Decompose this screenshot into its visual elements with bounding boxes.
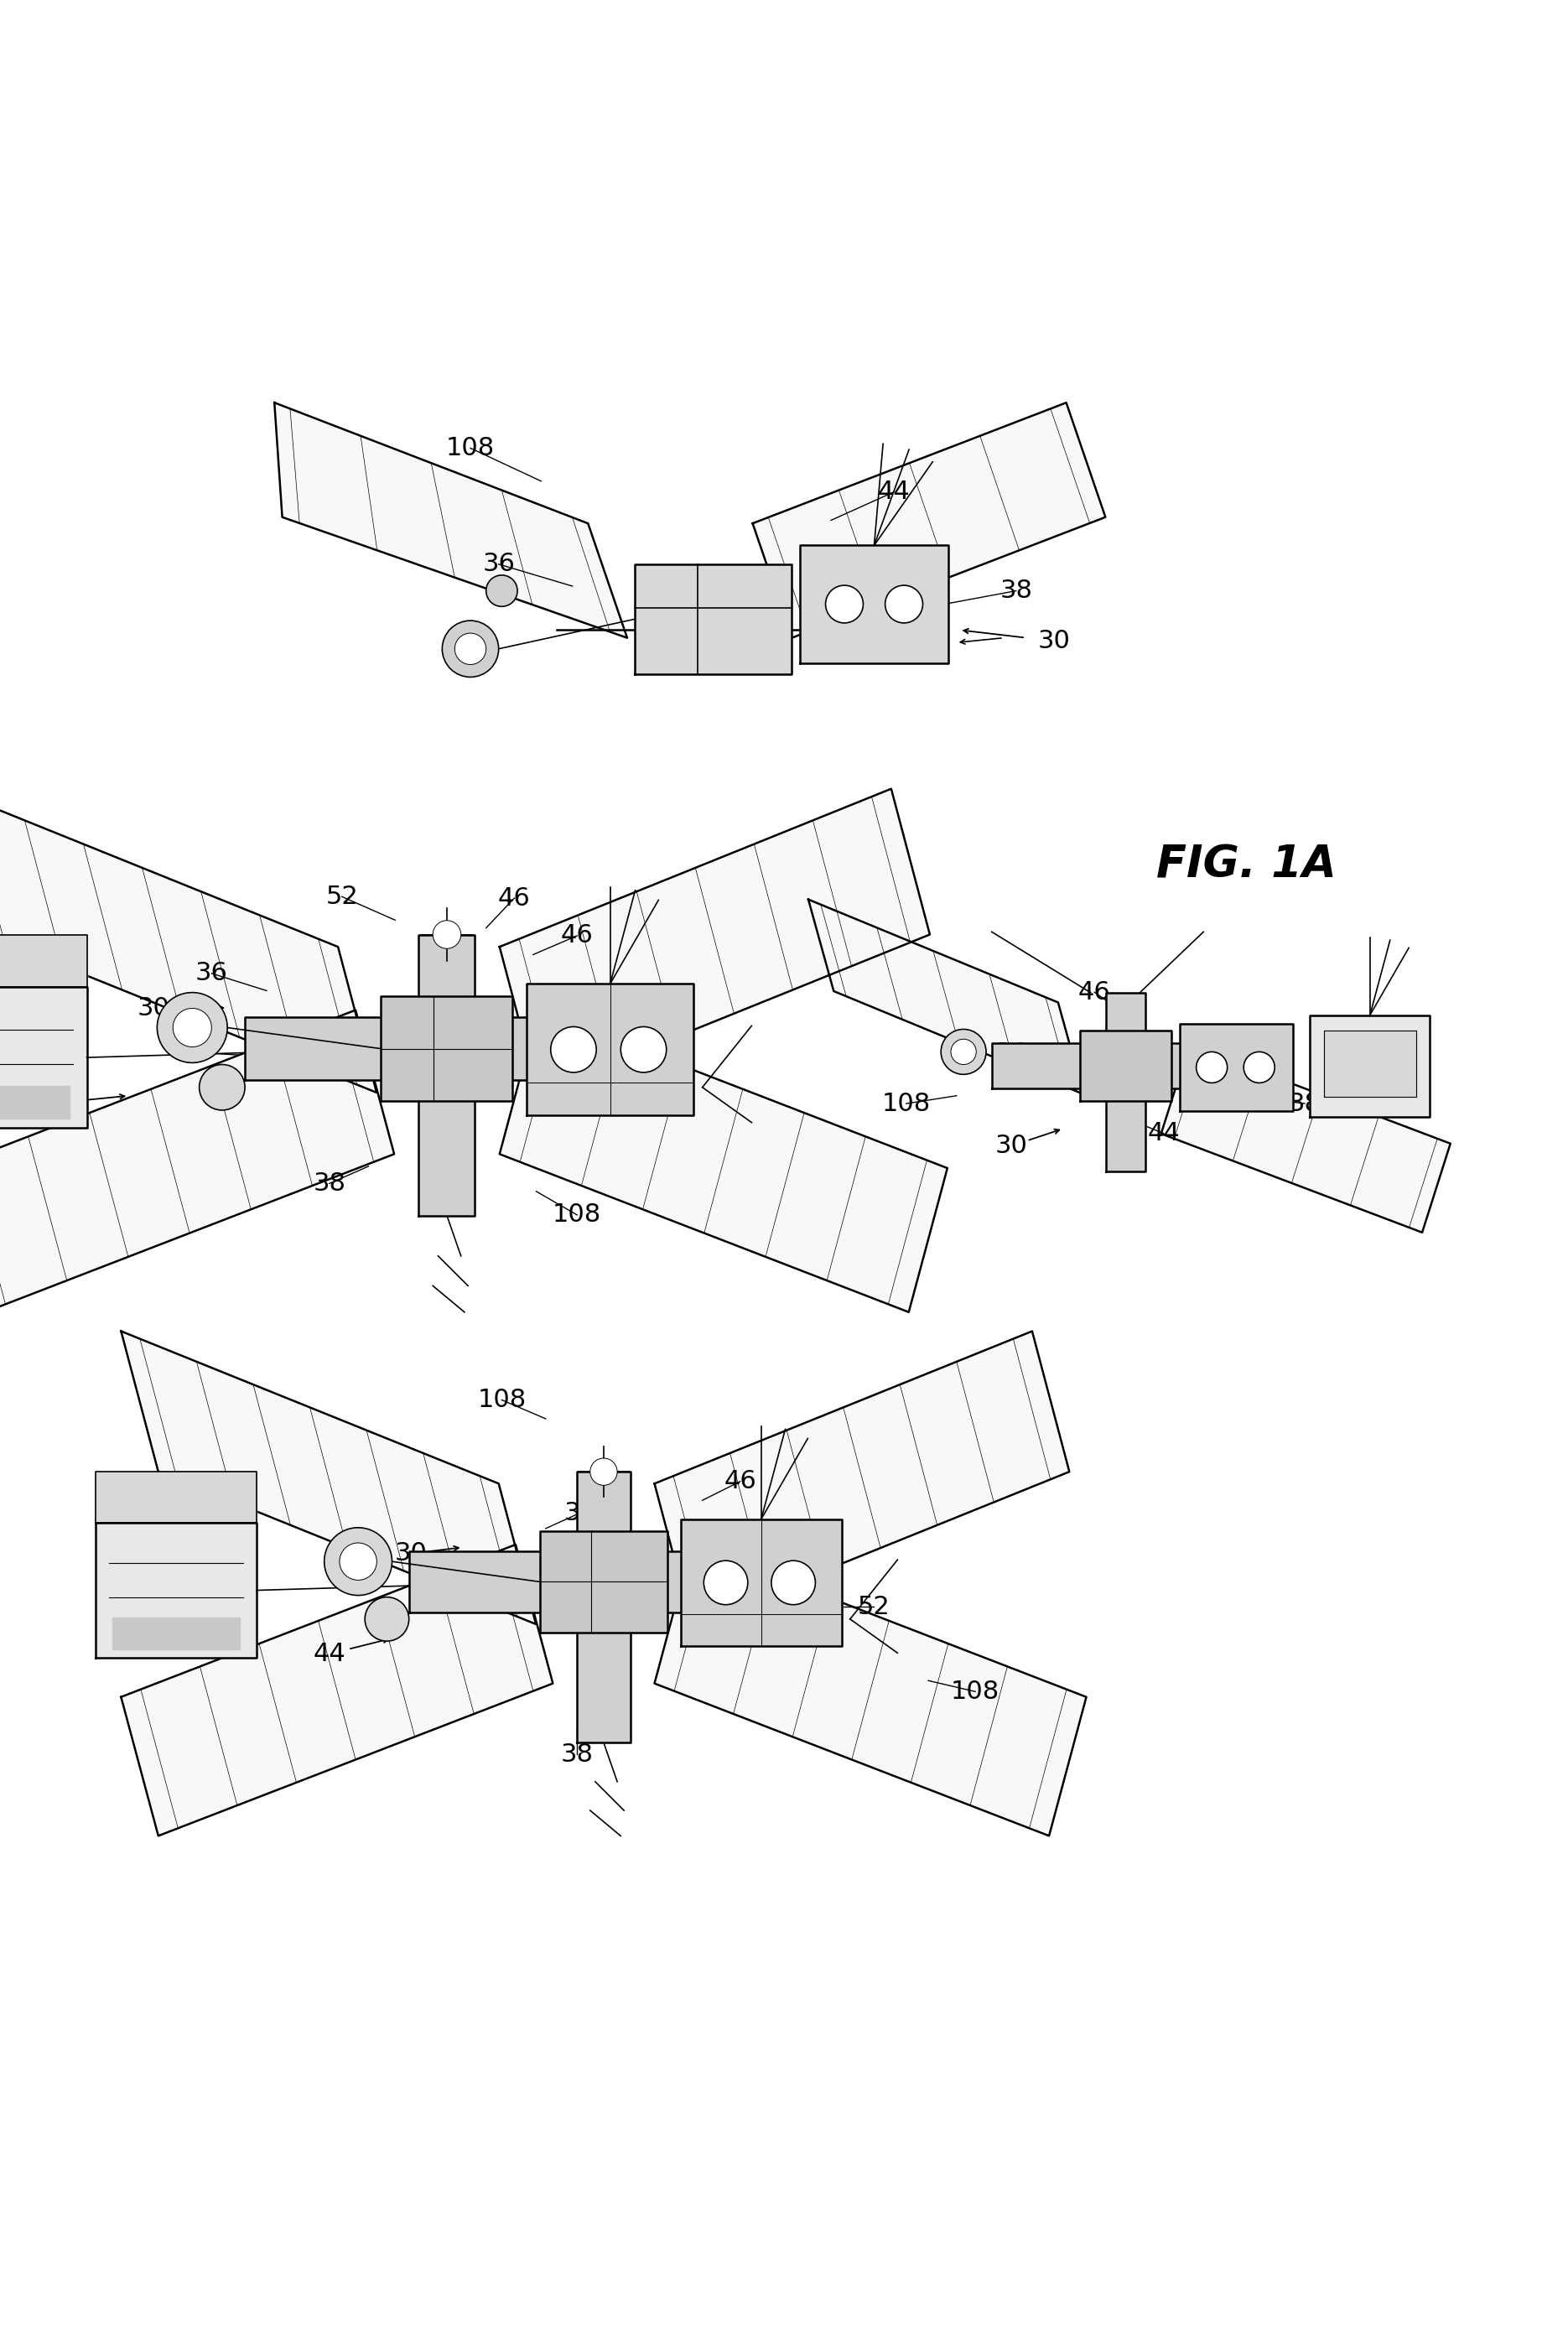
- Text: 42: 42: [169, 1040, 201, 1063]
- Text: 30: 30: [996, 1134, 1027, 1157]
- Polygon shape: [800, 546, 949, 663]
- Text: 108: 108: [552, 1204, 602, 1227]
- Circle shape: [325, 1527, 392, 1595]
- Circle shape: [550, 1026, 596, 1073]
- Polygon shape: [1160, 1045, 1450, 1232]
- Polygon shape: [96, 1471, 257, 1522]
- Polygon shape: [0, 934, 86, 988]
- Circle shape: [172, 1009, 212, 1047]
- Polygon shape: [1105, 993, 1146, 1171]
- Polygon shape: [409, 1550, 798, 1611]
- Circle shape: [704, 1560, 748, 1604]
- Circle shape: [157, 993, 227, 1063]
- Text: 36: 36: [196, 960, 227, 986]
- Text: 44: 44: [50, 1089, 82, 1115]
- Circle shape: [340, 1543, 376, 1581]
- Text: 108: 108: [881, 1091, 931, 1115]
- Polygon shape: [0, 1009, 394, 1312]
- Text: 36: 36: [483, 553, 514, 576]
- Polygon shape: [121, 1330, 536, 1623]
- Polygon shape: [539, 1532, 668, 1632]
- Polygon shape: [121, 1546, 554, 1836]
- Text: 38: 38: [1000, 578, 1032, 602]
- Polygon shape: [113, 1618, 240, 1649]
- Circle shape: [1243, 1052, 1275, 1082]
- Polygon shape: [1080, 1030, 1171, 1101]
- Text: 52: 52: [599, 1075, 630, 1101]
- Text: 108: 108: [950, 1679, 1000, 1703]
- Polygon shape: [96, 1522, 257, 1658]
- Text: 46: 46: [724, 1468, 756, 1494]
- Polygon shape: [1323, 1030, 1416, 1096]
- Text: 38: 38: [314, 1171, 345, 1197]
- Circle shape: [941, 1028, 986, 1075]
- Polygon shape: [0, 1087, 69, 1119]
- Polygon shape: [681, 1520, 842, 1646]
- Polygon shape: [809, 899, 1083, 1094]
- Circle shape: [455, 632, 486, 665]
- Circle shape: [433, 920, 461, 949]
- Circle shape: [486, 576, 517, 607]
- Text: 30: 30: [1038, 630, 1069, 653]
- Circle shape: [199, 1066, 245, 1110]
- Polygon shape: [245, 1016, 649, 1080]
- Circle shape: [825, 586, 862, 623]
- Polygon shape: [274, 403, 627, 637]
- Text: 38: 38: [561, 1742, 593, 1766]
- Polygon shape: [381, 995, 513, 1101]
- Circle shape: [621, 1026, 666, 1073]
- Polygon shape: [991, 1045, 1261, 1089]
- Circle shape: [442, 621, 499, 677]
- Text: 46: 46: [499, 885, 530, 911]
- Polygon shape: [527, 984, 693, 1115]
- Text: 108: 108: [445, 436, 495, 461]
- Text: 30: 30: [395, 1541, 426, 1567]
- Polygon shape: [654, 1330, 1069, 1623]
- Polygon shape: [635, 564, 792, 674]
- Circle shape: [590, 1459, 618, 1485]
- Text: 36: 36: [564, 1501, 596, 1525]
- Text: 46: 46: [561, 923, 593, 949]
- Polygon shape: [419, 934, 475, 1215]
- Polygon shape: [500, 1009, 947, 1312]
- Polygon shape: [1181, 1023, 1294, 1110]
- Text: 52: 52: [858, 1595, 889, 1618]
- Circle shape: [771, 1560, 815, 1604]
- Polygon shape: [1309, 1014, 1430, 1117]
- Text: 38: 38: [1289, 1091, 1320, 1115]
- Text: 36: 36: [996, 1042, 1027, 1066]
- Circle shape: [1196, 1052, 1228, 1082]
- Circle shape: [950, 1040, 977, 1066]
- Polygon shape: [0, 789, 376, 1094]
- Polygon shape: [500, 789, 930, 1094]
- Text: 30: 30: [138, 995, 169, 1021]
- Polygon shape: [577, 1471, 630, 1742]
- Polygon shape: [753, 403, 1105, 637]
- Text: 42: 42: [433, 1588, 464, 1614]
- Text: 44: 44: [878, 480, 909, 504]
- Text: 52: 52: [326, 885, 358, 909]
- Text: 108: 108: [477, 1389, 527, 1412]
- Polygon shape: [654, 1546, 1087, 1836]
- Text: 44: 44: [1148, 1122, 1179, 1145]
- Circle shape: [884, 586, 922, 623]
- Text: 44: 44: [314, 1642, 345, 1665]
- Text: 46: 46: [1079, 979, 1110, 1005]
- Polygon shape: [0, 988, 86, 1129]
- Text: FIG. 1A: FIG. 1A: [1157, 843, 1336, 888]
- Circle shape: [365, 1597, 409, 1642]
